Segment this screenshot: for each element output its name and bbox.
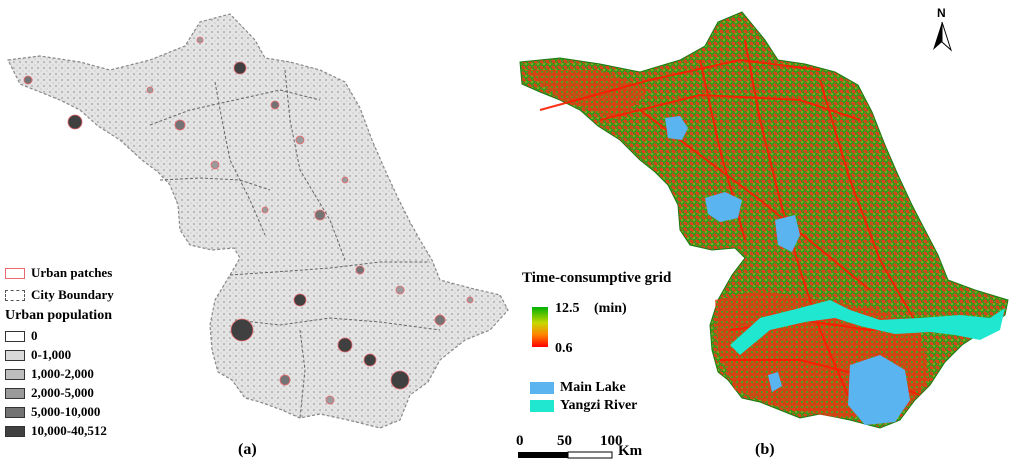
population-class-swatch [5, 349, 25, 361]
urban-clusters-a [23, 36, 474, 405]
legend-yangzi-river: Yangzi River [530, 398, 637, 414]
population-class-row: 0 [5, 328, 38, 344]
population-class-swatch [5, 406, 25, 418]
city-boundary-swatch [5, 289, 25, 301]
scale-tick-100: 100 [600, 433, 623, 449]
population-class-label: 2,000-5,000 [31, 385, 94, 400]
population-class-swatch [5, 368, 25, 380]
urban-patches-label: Urban patches [31, 265, 113, 280]
population-class-swatch [5, 425, 25, 437]
gradient-min-label: 0.6 [555, 341, 573, 356]
urban-population-title: Urban population [5, 308, 112, 323]
legend-urban-patches: Urban patches [5, 265, 112, 281]
population-class-label: 5,000-10,000 [31, 404, 101, 419]
population-class-swatch [5, 387, 25, 399]
legend-city-boundary: City Boundary [5, 287, 114, 303]
river-label: Yangzi River [560, 398, 638, 413]
lake-swatch [530, 382, 554, 394]
time-grid-title: Time-consumptive grid [522, 270, 672, 286]
population-class-label: 0-1,000 [31, 347, 72, 362]
scale-tick-0: 0 [516, 433, 524, 449]
population-class-label: 0 [31, 328, 38, 343]
river-swatch [530, 400, 554, 412]
time-gradient-bar [532, 307, 548, 347]
scale-tick-50: 50 [557, 433, 572, 449]
panel-b-map [519, 11, 1009, 429]
urban-patch-swatch [5, 267, 25, 279]
panel-label-a: (a) [238, 441, 257, 458]
population-class-row: 1,000-2,000 [5, 366, 94, 382]
yangzi-river [730, 300, 1005, 355]
population-class-label: 10,000-40,512 [31, 423, 107, 438]
population-class-row: 2,000-5,000 [5, 385, 94, 401]
scale-unit: Km [618, 443, 643, 459]
city-boundary-label: City Boundary [31, 287, 114, 302]
main-lakes [665, 116, 910, 425]
province-shape-a [7, 13, 509, 429]
population-class-row: 0-1,000 [5, 347, 71, 363]
lake-label: Main Lake [560, 380, 626, 395]
population-class-row: 5,000-10,000 [5, 404, 100, 420]
panel-a-map [7, 13, 509, 429]
population-class-label: 1,000-2,000 [31, 366, 94, 381]
north-label: N [937, 6, 946, 20]
population-class-row: 10,000-40,512 [5, 423, 107, 439]
gradient-unit-label: (min) [594, 301, 627, 316]
population-class-swatch [5, 330, 25, 342]
panel-label-b: (b) [755, 441, 775, 458]
legend-main-lake: Main Lake [530, 380, 626, 396]
scale-bar [518, 451, 613, 459]
gradient-max-label: 12.5 [555, 301, 580, 316]
north-arrow-icon [933, 21, 953, 52]
